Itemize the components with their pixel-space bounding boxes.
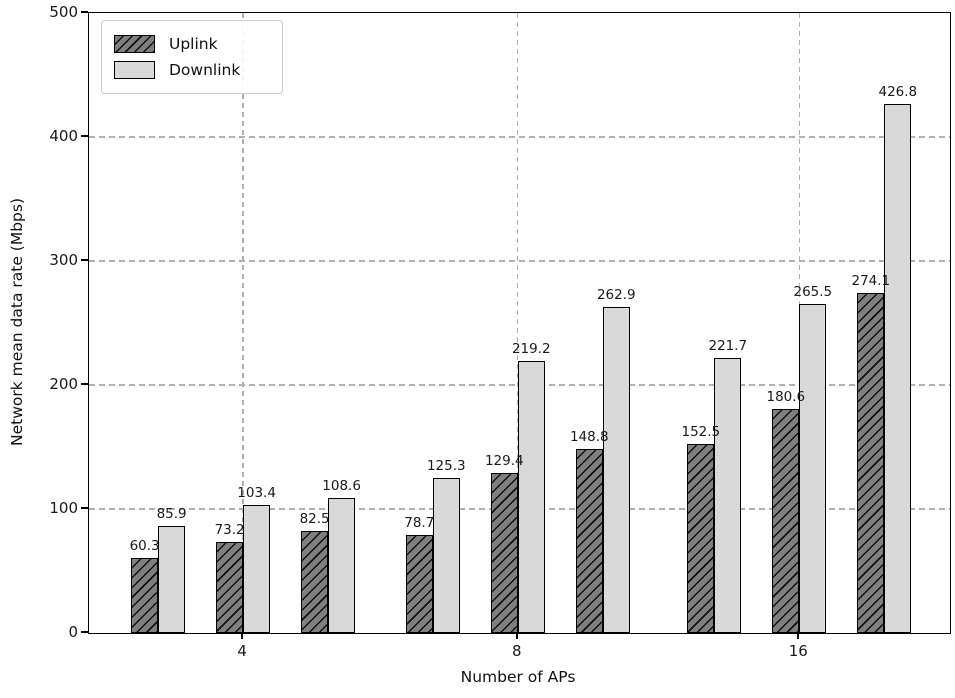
bar-value-label: 103.4 (237, 484, 276, 501)
bar-downlink (799, 303, 827, 633)
y-axis-label: Network mean data rate (Mbps) (8, 198, 26, 446)
y-tick-label: 300 (49, 251, 78, 269)
bar-value-label: 148.8 (569, 428, 609, 445)
bar-downlink (714, 358, 742, 633)
bar-value-label: 82.5 (299, 510, 330, 527)
bar-value-label: 219.2 (511, 341, 551, 358)
x-tick-mark (797, 632, 800, 639)
bar-downlink (884, 103, 912, 633)
legend-label-uplink: Uplink (169, 35, 218, 53)
bar-uplink (575, 448, 603, 633)
y-tick-label: 0 (68, 623, 78, 641)
y-tick-mark (81, 11, 88, 13)
bar-downlink (158, 526, 186, 633)
y-tick-mark (81, 507, 88, 509)
bar-value-label: 108.6 (322, 478, 361, 495)
bar-uplink (490, 472, 518, 633)
bar-value-label: 85.9 (156, 506, 187, 523)
legend-label-downlink: Downlink (169, 61, 241, 79)
bar-downlink (328, 498, 356, 633)
legend: Uplink Downlink (101, 20, 283, 94)
bar-uplink (301, 530, 329, 633)
y-tick-label: 100 (49, 499, 78, 517)
legend-item-downlink: Downlink (114, 58, 270, 82)
y-tick-mark (81, 259, 88, 261)
bar-value-label: 180.6 (766, 389, 806, 406)
x-axis-label: Number of APs (460, 668, 576, 686)
bar-value-label: 262.9 (596, 287, 636, 304)
plot-area: 60.3 85.9 73.2 103.4 82.5 108.6 78.7 125.3 129.4… (88, 12, 951, 634)
bar-value-label: 426.8 (878, 83, 918, 100)
bar-uplink (216, 542, 244, 633)
bar-value-label: 60.3 (129, 538, 160, 555)
legend-item-uplink: Uplink (114, 32, 270, 56)
horizontal-gridline (89, 260, 950, 262)
bar-value-label: 274.1 (851, 273, 891, 290)
bar-value-label: 129.4 (484, 452, 524, 469)
y-tick-mark (81, 631, 88, 633)
vertical-gridline (242, 13, 244, 633)
downlink-solid-swatch-icon (114, 61, 155, 79)
y-tick-label: 400 (49, 127, 78, 145)
bar-value-label: 78.7 (404, 515, 435, 532)
bar-uplink (405, 535, 433, 633)
bar-value-label: 125.3 (426, 457, 466, 474)
bar-downlink (432, 477, 460, 633)
bar-value-label: 73.2 (214, 522, 245, 539)
vertical-gridline (517, 13, 519, 633)
x-tick-mark (241, 632, 244, 639)
uplink-hatched-swatch-icon (114, 35, 155, 53)
y-tick-label: 500 (49, 3, 78, 21)
y-tick-mark (81, 383, 88, 385)
x-tick-label: 4 (237, 642, 247, 660)
bar-uplink (687, 443, 715, 633)
bar-uplink (857, 293, 885, 633)
bar-value-label: 221.7 (708, 338, 748, 355)
x-tick-label: 16 (788, 642, 808, 660)
bar-downlink (517, 361, 545, 633)
y-tick-label: 200 (49, 375, 78, 393)
x-tick-mark (515, 632, 518, 639)
bar-value-label: 265.5 (793, 283, 833, 300)
horizontal-gridline (89, 136, 950, 138)
x-tick-label: 8 (511, 642, 522, 660)
bar-uplink (131, 558, 159, 633)
bar-downlink (602, 307, 630, 633)
bar-downlink (243, 504, 271, 633)
y-tick-mark (81, 135, 88, 137)
bar-uplink (772, 409, 800, 633)
bar-value-label: 152.5 (681, 423, 721, 440)
